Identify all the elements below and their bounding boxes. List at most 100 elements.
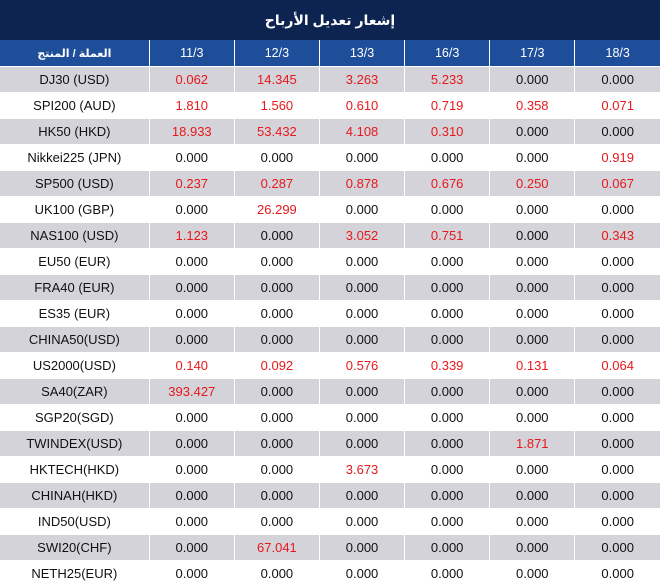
value-cell: 0.000: [489, 118, 575, 145]
value-cell: 0.000: [233, 378, 320, 405]
value-cell: 0.000: [574, 378, 660, 405]
value-cell: 0.576: [318, 352, 405, 379]
product-cell: CHINAH(HKD): [0, 482, 150, 509]
value-cell: 0.000: [318, 430, 405, 457]
value-cell: 0.000: [318, 196, 405, 223]
product-cell: NAS100 (USD): [0, 222, 150, 249]
value-cell: 0.000: [148, 404, 235, 431]
table-row: DJ30 (USD) 0.062 14.345 3.263 5.233 0.000 0.00…: [0, 66, 660, 93]
value-cell: 0.000: [318, 274, 405, 301]
value-cell: 0.000: [574, 300, 660, 327]
table-row: FRA40 (EUR) 0.000 0.000 0.000 0.000 0.000 0.00…: [0, 274, 660, 301]
notice-title: إشعار تعديل الأرباح: [0, 0, 660, 40]
value-cell: 0.000: [489, 326, 575, 353]
product-cell: TWINDEX(USD): [0, 430, 150, 457]
table-row: UK100 (GBP) 0.000 26.299 0.000 0.000 0.000 0.0…: [0, 196, 660, 223]
product-cell: SA40(ZAR): [0, 378, 150, 405]
product-cell: HK50 (HKD): [0, 118, 150, 145]
table-row: ES35 (EUR) 0.000 0.000 0.000 0.000 0.000 0.000: [0, 300, 660, 327]
header-product: العملة / المنتج: [0, 40, 150, 67]
value-cell: 0.878: [318, 170, 405, 197]
dividend-table: العملة / المنتج 11/3 12/3 13/3 16/3 17/3…: [0, 40, 660, 586]
value-cell: 0.000: [404, 196, 490, 223]
value-cell: 0.000: [318, 482, 405, 509]
value-cell: 0.000: [404, 404, 490, 431]
value-cell: 0.000: [233, 404, 320, 431]
value-cell: 0.000: [233, 326, 320, 353]
table-row: SWI20(CHF) 0.000 67.041 0.000 0.000 0.000 0.00…: [0, 534, 660, 561]
value-cell: 0.919: [574, 144, 660, 171]
value-cell: 0.237: [148, 170, 235, 197]
product-cell: Nikkei225 (JPN): [0, 144, 150, 171]
value-cell: 0.339: [404, 352, 490, 379]
value-cell: 0.000: [489, 534, 575, 561]
product-cell: HKTECH(HKD): [0, 456, 150, 483]
table-row: HKTECH(HKD) 0.000 0.000 3.673 0.000 0.000 0.00…: [0, 456, 660, 483]
product-cell: EU50 (EUR): [0, 248, 150, 275]
value-cell: 0.064: [574, 352, 660, 379]
value-cell: 0.131: [489, 352, 575, 379]
product-cell: SWI20(CHF): [0, 534, 150, 561]
value-cell: 0.000: [404, 248, 490, 275]
table-row: HK50 (HKD) 18.933 53.432 4.108 0.310 0.000 0.0…: [0, 118, 660, 145]
value-cell: 0.310: [404, 118, 490, 145]
value-cell: 0.000: [404, 378, 490, 405]
table-row: SGP20(SGD) 0.000 0.000 0.000 0.000 0.000 0.000: [0, 404, 660, 431]
value-cell: 0.000: [574, 560, 660, 586]
table-row: IND50(USD) 0.000 0.000 0.000 0.000 0.000 0.000: [0, 508, 660, 535]
value-cell: 0.000: [489, 508, 575, 535]
value-cell: 0.000: [404, 456, 490, 483]
value-cell: 0.000: [489, 66, 575, 93]
value-cell: 0.000: [404, 274, 490, 301]
table-row: EU50 (EUR) 0.000 0.000 0.000 0.000 0.000 0.000: [0, 248, 660, 275]
value-cell: 0.000: [489, 378, 575, 405]
value-cell: 14.345: [233, 66, 320, 93]
header-date: 18/3: [574, 40, 660, 67]
header-date: 16/3: [404, 40, 490, 67]
value-cell: 0.000: [574, 404, 660, 431]
value-cell: 0.000: [489, 482, 575, 509]
value-cell: 3.263: [318, 66, 405, 93]
table-row: SA40(ZAR) 393.427 0.000 0.000 0.000 0.000 0.00…: [0, 378, 660, 405]
value-cell: 0.000: [574, 66, 660, 93]
value-cell: 0.000: [574, 482, 660, 509]
value-cell: 0.000: [233, 482, 320, 509]
table-row: SPI200 (AUD) 1.810 1.560 0.610 0.719 0.358 0.0…: [0, 92, 660, 119]
table-row: SP500 (USD) 0.237 0.287 0.878 0.676 0.250 0.06…: [0, 170, 660, 197]
value-cell: 0.000: [404, 326, 490, 353]
table-row: TWINDEX(USD) 0.000 0.000 0.000 0.000 1.871 0.0…: [0, 430, 660, 457]
value-cell: 0.000: [318, 248, 405, 275]
value-cell: 0.000: [233, 222, 320, 249]
value-cell: 0.000: [574, 534, 660, 561]
value-cell: 0.000: [574, 248, 660, 275]
table-row: NAS100 (USD) 1.123 0.000 3.052 0.751 0.000 0.3…: [0, 222, 660, 249]
value-cell: 0.610: [318, 92, 405, 119]
value-cell: 0.000: [318, 560, 405, 586]
value-cell: 53.432: [233, 118, 320, 145]
value-cell: 0.000: [574, 196, 660, 223]
value-cell: 0.000: [404, 144, 490, 171]
value-cell: 0.000: [318, 326, 405, 353]
value-cell: 0.000: [574, 274, 660, 301]
value-cell: 0.000: [404, 482, 490, 509]
value-cell: 0.000: [489, 300, 575, 327]
value-cell: 0.000: [148, 534, 235, 561]
value-cell: 0.000: [318, 144, 405, 171]
value-cell: 0.000: [233, 248, 320, 275]
value-cell: 1.123: [148, 222, 235, 249]
value-cell: 3.052: [318, 222, 405, 249]
header-date: 11/3: [148, 40, 235, 67]
value-cell: 0.000: [489, 222, 575, 249]
value-cell: 5.233: [404, 66, 490, 93]
product-cell: FRA40 (EUR): [0, 274, 150, 301]
value-cell: 0.000: [404, 534, 490, 561]
header-date: 13/3: [318, 40, 405, 67]
header-row: العملة / المنتج 11/3 12/3 13/3 16/3 17/3…: [0, 40, 660, 67]
value-cell: 0.000: [233, 456, 320, 483]
value-cell: 0.000: [148, 326, 235, 353]
value-cell: 0.000: [489, 144, 575, 171]
table-row: CHINAH(HKD) 0.000 0.000 0.000 0.000 0.000 0.00…: [0, 482, 660, 509]
value-cell: 0.000: [574, 456, 660, 483]
value-cell: 0.000: [404, 430, 490, 457]
value-cell: 0.140: [148, 352, 235, 379]
